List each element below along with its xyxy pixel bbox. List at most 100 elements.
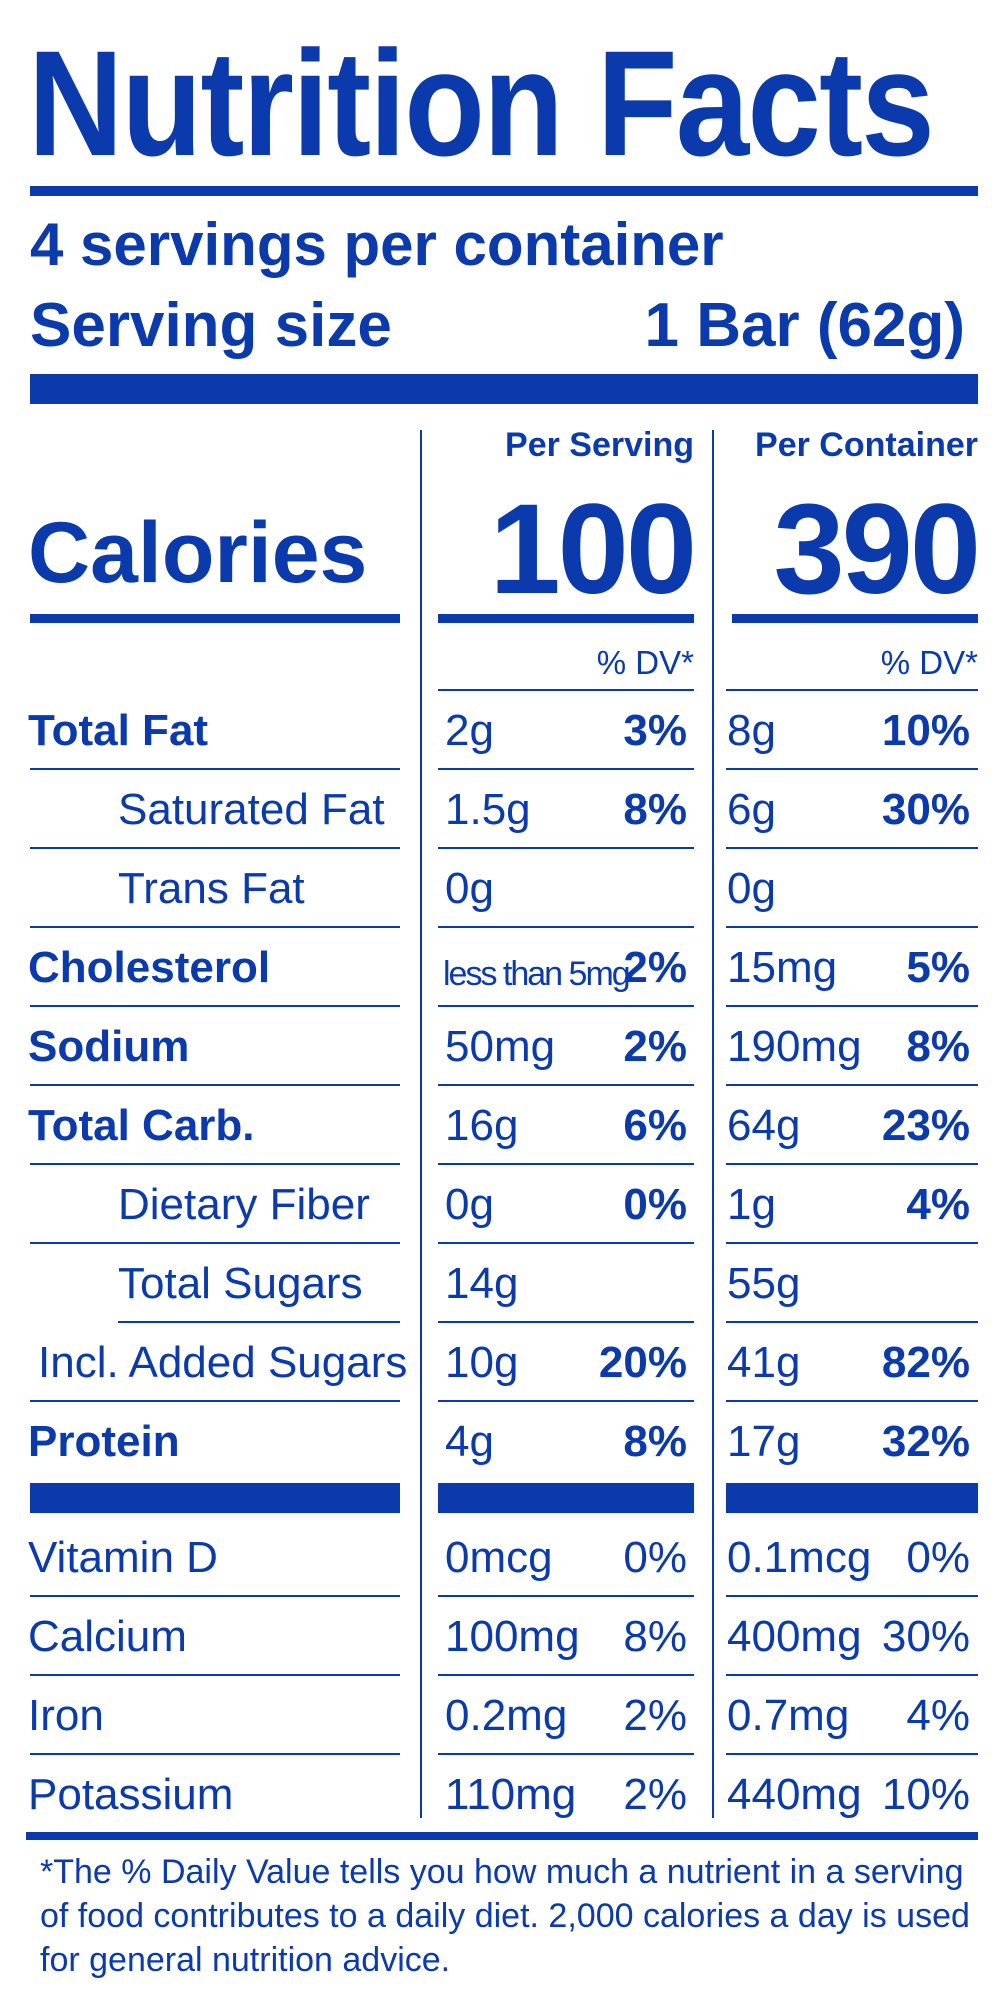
container-amount: 190mg: [727, 1022, 862, 1071]
nutrient-row-cholesterol: Cholesterol less than 5mg 2% 15mg 5%: [0, 928, 1000, 1007]
serving-amount: 0g: [445, 864, 494, 913]
row-separator-container: [726, 1321, 978, 1323]
title-divider: [30, 186, 978, 196]
container-dv: 0%: [906, 1533, 970, 1582]
serving-amount: less than 5mg: [443, 955, 631, 993]
container-dv: 23%: [881, 1101, 970, 1150]
vitamin-row-vitamin-d: Vitamin D 0mcg 0% 0.1mcg 0%: [0, 1518, 1000, 1597]
nutrient-row-added-sugars: Incl. Added Sugars 10g 20% 41g 82%: [0, 1323, 1000, 1402]
container-amount: 0.7mg: [727, 1691, 850, 1740]
vitamin-name: Iron: [28, 1691, 104, 1740]
vitamin-divider-container: [726, 1483, 978, 1513]
row-separator-label: [30, 1084, 400, 1086]
nutrient-name: Total Carb.: [28, 1101, 255, 1150]
dv-header-divider-serving: [438, 689, 694, 691]
footnote-divider: [26, 1832, 978, 1840]
serving-amount: 14g: [445, 1259, 519, 1308]
row-separator-container: [726, 1753, 978, 1755]
row-separator-label: [30, 1242, 400, 1244]
vitamin-row-iron: Iron 0.2mg 2% 0.7mg 4%: [0, 1676, 1000, 1755]
serving-size-thick-divider: [30, 374, 978, 404]
row-separator-label: [30, 926, 400, 928]
column-divider-left: [420, 430, 422, 1818]
serving-dv: 0%: [623, 1180, 687, 1229]
row-separator-serving: [438, 1242, 694, 1244]
per-container-header: Per Container: [755, 426, 978, 464]
row-separator-container: [726, 847, 978, 849]
row-separator-container: [726, 1674, 978, 1676]
daily-value-footnote: *The % Daily Value tells you how much a …: [40, 1853, 970, 1979]
container-dv: 10%: [881, 1770, 970, 1819]
nutrient-row-sodium: Sodium 50mg 2% 190mg 8%: [0, 1007, 1000, 1086]
row-separator-container: [726, 1163, 978, 1165]
container-dv: 30%: [881, 785, 970, 834]
container-amount: 400mg: [727, 1612, 862, 1661]
vitamin-name: Calcium: [28, 1612, 187, 1661]
calories-divider-container: [732, 614, 978, 623]
serving-amount: 16g: [445, 1101, 519, 1150]
row-separator-serving: [438, 1163, 694, 1165]
container-amount: 1g: [727, 1180, 776, 1229]
container-dv: 30%: [881, 1612, 970, 1661]
serving-dv: 2%: [623, 1691, 687, 1740]
row-separator-label: [30, 1674, 400, 1676]
row-separator-container: [726, 768, 978, 770]
row-separator-container: [726, 1595, 978, 1597]
nutrient-name: Sodium: [28, 1022, 190, 1071]
vitamin-row-calcium: Calcium 100mg 8% 400mg 30%: [0, 1597, 1000, 1676]
serving-amount: 50mg: [445, 1022, 556, 1071]
nutrient-name: Total Sugars: [118, 1259, 363, 1308]
row-separator-serving: [438, 1753, 694, 1755]
container-dv: 4%: [906, 1691, 970, 1740]
serving-amount: 4g: [445, 1417, 494, 1466]
nutrient-row-total-carb: Total Carb. 16g 6% 64g 23%: [0, 1086, 1000, 1165]
serving-amount: 1.5g: [445, 785, 531, 834]
row-separator-label: [30, 768, 400, 770]
nutrient-row-total-fat: Total Fat 2g 3% 8g 10%: [0, 691, 1000, 770]
serving-amount: 0g: [445, 1180, 494, 1229]
calories-divider-label: [30, 614, 400, 623]
servings-per-container: 4 servings per container: [30, 211, 724, 278]
row-separator-container: [726, 1005, 978, 1007]
row-separator-serving: [438, 768, 694, 770]
serving-size-label: Serving size: [30, 291, 392, 360]
container-amount: 6g: [727, 785, 776, 834]
serving-dv: 0%: [623, 1533, 687, 1582]
serving-dv: 20%: [598, 1338, 687, 1387]
nutrient-name: Saturated Fat: [118, 785, 385, 834]
nutrient-name: Total Fat: [28, 706, 209, 755]
container-amount: 17g: [727, 1417, 801, 1466]
nutrient-row-saturated-fat: Saturated Fat 1.5g 8% 6g 30%: [0, 770, 1000, 849]
vitamin-name: Potassium: [28, 1770, 234, 1819]
serving-amount: 2g: [445, 706, 494, 755]
row-separator-label: [30, 1753, 400, 1755]
column-divider-right: [712, 430, 714, 1818]
container-amount: 15mg: [727, 943, 838, 992]
container-dv: 82%: [881, 1338, 970, 1387]
label-title: Nutrition Facts: [28, 19, 935, 187]
container-amount: 8g: [727, 706, 776, 755]
row-separator-container: [726, 926, 978, 928]
serving-dv: 2%: [623, 1022, 687, 1071]
serving-amount: 110mg: [445, 1770, 577, 1819]
serving-dv: 8%: [623, 1612, 687, 1661]
serving-dv: 2%: [623, 1770, 687, 1819]
nutrient-name: Dietary Fiber: [118, 1180, 370, 1229]
row-separator-serving: [438, 847, 694, 849]
serving-dv: 2%: [623, 943, 687, 992]
row-separator-serving: [438, 1005, 694, 1007]
dv-header-serving: % DV*: [596, 644, 694, 681]
row-separator-label: [30, 847, 400, 849]
vitamin-divider-label: [30, 1483, 400, 1513]
serving-dv: 8%: [623, 1417, 687, 1466]
serving-dv: 3%: [623, 706, 687, 755]
serving-dv: 6%: [623, 1101, 687, 1150]
nutrient-row-trans-fat: Trans Fat 0g 0g: [0, 849, 1000, 928]
container-dv: 8%: [906, 1022, 970, 1071]
serving-amount: 10g: [445, 1338, 519, 1387]
serving-dv: 8%: [623, 785, 687, 834]
per-serving-header: Per Serving: [505, 426, 694, 464]
nutrient-row-total-sugars: Total Sugars 14g 55g: [0, 1244, 1000, 1323]
vitamin-divider-serving: [438, 1483, 694, 1513]
nutrient-name: Trans Fat: [118, 864, 305, 913]
